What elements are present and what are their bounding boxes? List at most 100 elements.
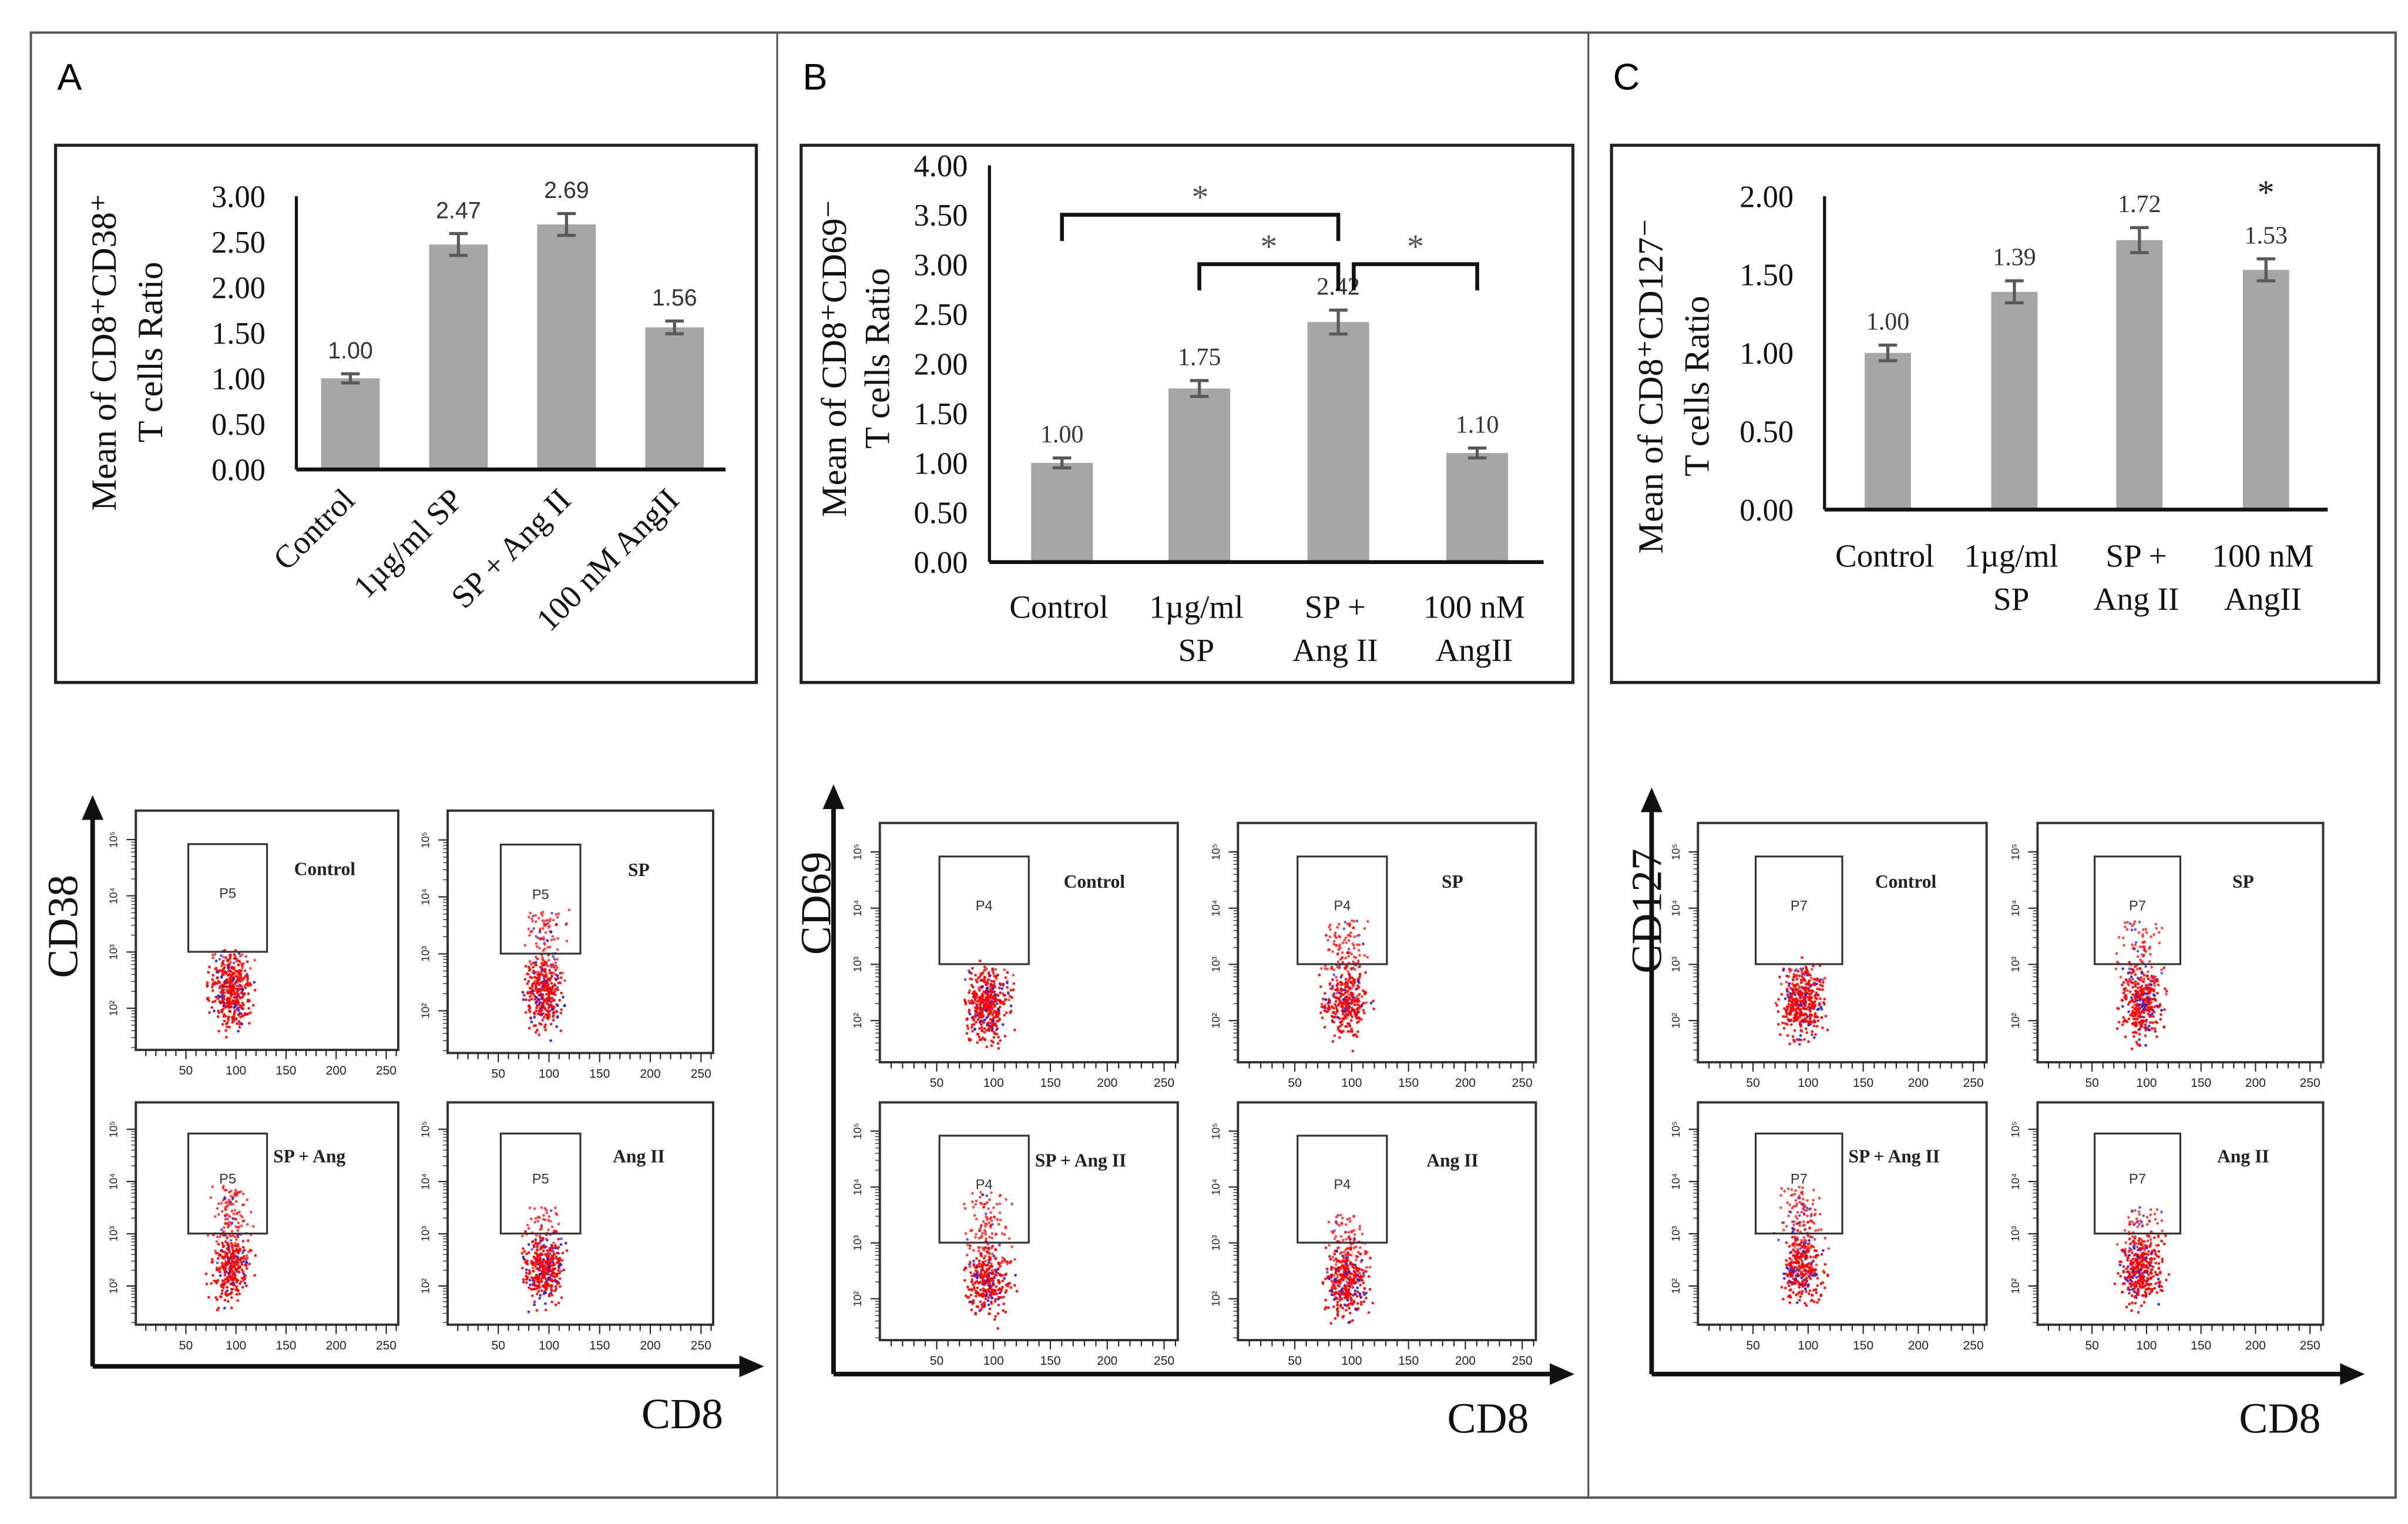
event-dot	[2128, 1001, 2131, 1004]
event-dot	[1012, 988, 1015, 991]
event-dot	[2121, 1005, 2124, 1008]
event-dot	[1324, 998, 1328, 1001]
event-dot	[548, 1248, 551, 1252]
event-dot	[1344, 1003, 1347, 1006]
event-dot	[545, 924, 548, 927]
event-dot	[246, 1223, 249, 1226]
event-dot	[528, 995, 532, 998]
event-dot	[963, 1278, 966, 1282]
event-dot	[1335, 979, 1339, 982]
event-dot	[1345, 1238, 1348, 1241]
event-dot	[983, 1246, 987, 1249]
event-dot	[557, 912, 560, 915]
event-dot	[1774, 1001, 1778, 1005]
event-dot	[1004, 1225, 1007, 1228]
event-dot	[989, 1211, 993, 1214]
event-dot	[538, 946, 541, 950]
event-dot	[2150, 935, 2152, 938]
error-bar	[2005, 279, 2024, 304]
event-dot	[237, 984, 241, 988]
event-dot	[2117, 1021, 2121, 1024]
event-dot	[546, 985, 549, 988]
condition-label: Control	[1875, 871, 1937, 892]
event-dot	[230, 995, 233, 998]
event-dot	[218, 958, 221, 961]
y-tick-label: 10⁵	[2009, 844, 2021, 860]
event-dot	[239, 1282, 241, 1285]
event-dot	[555, 923, 558, 926]
event-dot	[226, 964, 230, 967]
event-dot	[245, 1284, 248, 1288]
event-dot	[534, 1241, 538, 1244]
event-dot	[1342, 1010, 1345, 1013]
event-dot	[557, 1269, 560, 1272]
event-dot	[549, 1273, 552, 1277]
y-tick-label: 10⁵	[1210, 844, 1222, 860]
event-dot	[998, 986, 1001, 990]
event-dot	[534, 962, 537, 966]
event-dot	[535, 935, 538, 938]
event-dot	[1336, 952, 1339, 955]
x-tick-label: Ang II	[2094, 581, 2179, 617]
event-dot	[225, 1022, 228, 1026]
event-dot	[548, 1247, 552, 1250]
event-dot	[1331, 1256, 1335, 1259]
event-dot	[995, 1028, 998, 1031]
event-dot	[221, 955, 225, 959]
event-dot	[1334, 1263, 1338, 1266]
event-dot	[243, 1277, 247, 1280]
event-dot	[999, 999, 1003, 1003]
x-tick-label: 250	[691, 1067, 711, 1080]
event-dot	[546, 1257, 550, 1260]
event-dot	[538, 1297, 542, 1300]
y-tick-label: 10³	[851, 1235, 864, 1251]
event-dot	[225, 1213, 228, 1216]
event-dot	[243, 1281, 247, 1285]
data-label: 1.72	[2118, 191, 2161, 218]
event-dot	[1323, 1004, 1326, 1007]
event-dot	[1791, 1035, 1795, 1038]
event-dot	[995, 1256, 998, 1260]
y-tick-label: 10³	[1210, 956, 1222, 972]
event-dot	[996, 1327, 1000, 1330]
event-dot	[1799, 1023, 1802, 1026]
event-dot	[990, 1044, 993, 1048]
event-dot	[215, 1281, 218, 1285]
event-dot	[978, 975, 982, 978]
event-dot	[1327, 1275, 1331, 1278]
event-dot	[973, 1001, 976, 1005]
event-dot	[1336, 960, 1340, 964]
event-dot	[974, 974, 977, 977]
event-dot	[1335, 1249, 1338, 1253]
event-dot	[991, 1013, 994, 1016]
event-dot	[982, 1206, 986, 1209]
event-dot	[237, 964, 240, 967]
event-dot	[982, 1302, 986, 1305]
event-dot	[965, 1266, 968, 1270]
event-dot	[1790, 1009, 1794, 1013]
event-dot	[1349, 1013, 1352, 1016]
event-dot	[229, 1194, 233, 1198]
event-dot	[2130, 928, 2134, 932]
event-dot	[1319, 1011, 1322, 1015]
event-dot	[1008, 1261, 1012, 1264]
event-dot	[528, 1278, 532, 1282]
x-tick-label: 250	[376, 1339, 397, 1352]
event-dot	[1822, 981, 1825, 984]
event-dot	[533, 998, 537, 1001]
event-dot	[550, 1008, 554, 1011]
event-dot	[1338, 922, 1341, 926]
event-dot	[982, 1287, 985, 1290]
event-dot	[247, 1250, 250, 1254]
event-dot	[545, 1211, 549, 1214]
event-dot	[530, 1294, 534, 1297]
event-dot	[548, 1294, 551, 1298]
event-dot	[1339, 1278, 1343, 1281]
event-dot	[1330, 965, 1334, 969]
event-dot	[1358, 934, 1361, 936]
x-tick-label: 250	[1154, 1354, 1174, 1368]
event-dot	[1787, 1002, 1791, 1006]
event-dot	[1331, 1285, 1334, 1289]
event-dot	[232, 966, 235, 970]
event-dot	[1812, 1003, 1815, 1006]
